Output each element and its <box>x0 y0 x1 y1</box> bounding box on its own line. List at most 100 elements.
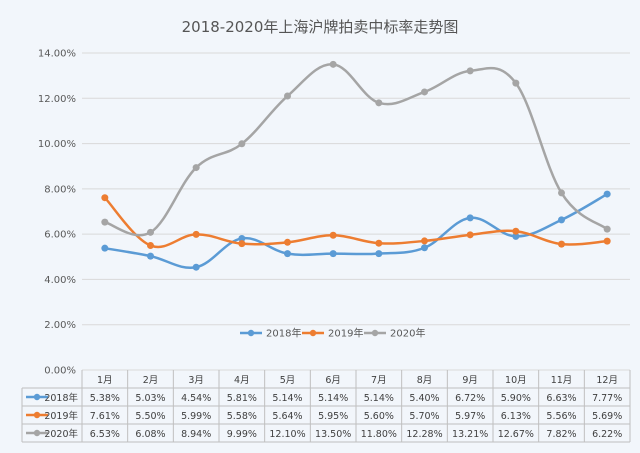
category-label: 10月 <box>505 375 527 386</box>
series-line <box>103 196 609 249</box>
table-series-name: 2018年 <box>44 392 78 404</box>
data-point <box>375 250 383 258</box>
data-point <box>192 164 200 172</box>
table-cell: 9.99% <box>227 429 257 440</box>
category-label: 7月 <box>371 375 387 386</box>
data-point <box>512 232 520 240</box>
table-cell: 5.50% <box>135 411 165 422</box>
data-point <box>238 140 246 148</box>
grid <box>82 52 630 371</box>
table-cell: 12.10% <box>269 429 305 440</box>
table-cell: 6.53% <box>90 429 120 440</box>
table-cell: 6.72% <box>455 393 485 404</box>
table-cell: 6.13% <box>501 411 531 422</box>
table-series-marker <box>33 429 41 437</box>
table-cell: 5.38% <box>90 393 120 404</box>
data-point <box>147 228 154 236</box>
y-tick-label: 14.00% <box>38 49 76 60</box>
table-cell: 5.95% <box>318 411 348 422</box>
y-tick-label: 6.00% <box>44 230 76 241</box>
data-point <box>147 241 154 249</box>
data-point <box>192 230 200 238</box>
legend-label: 2019年 <box>328 327 363 340</box>
data-point <box>421 88 428 96</box>
data-point <box>603 225 611 233</box>
legend-label: 2020年 <box>390 327 425 340</box>
table-cell: 5.40% <box>409 393 439 404</box>
y-tick-label: 2.00% <box>44 320 76 331</box>
data-point <box>329 60 337 68</box>
data-point <box>284 250 291 258</box>
table-cell: 5.90% <box>501 393 531 404</box>
table-cell: 12.28% <box>406 429 442 440</box>
table-cell: 5.97% <box>455 411 485 422</box>
table-cell: 5.64% <box>272 411 302 422</box>
data-point <box>558 240 565 248</box>
table-cell: 5.99% <box>181 411 211 422</box>
y-axis-labels: 0.00% 2.00% 4.00% 6.00% 8.00% 10.00% 12.00% 14.… <box>38 49 76 377</box>
data-point <box>192 263 200 271</box>
table-cell: 5.60% <box>364 411 394 422</box>
table-cell: 4.54% <box>181 393 211 404</box>
table-series-marker <box>33 411 41 419</box>
table-cell: 7.77% <box>592 393 622 404</box>
table-cell: 6.22% <box>592 429 622 440</box>
data-point <box>603 190 611 198</box>
legend-marker <box>247 329 255 337</box>
category-label: 5月 <box>280 375 296 386</box>
data-point <box>421 244 428 252</box>
legend-label: 2018年 <box>266 327 301 340</box>
data-point <box>329 231 337 239</box>
data-point <box>558 189 565 197</box>
table-series-marker <box>33 393 41 401</box>
series-line <box>103 63 609 237</box>
category-label: 2月 <box>143 375 159 386</box>
table-cell: 5.14% <box>364 393 394 404</box>
category-label: 3月 <box>188 375 204 386</box>
table-cell: 5.70% <box>409 411 439 422</box>
data-point <box>284 92 291 100</box>
data-table: 1月 2月 3月 4月 5月 6月 7月 8月 9月 10月 11月 12月 2018年 5.38% 5.0… <box>21 370 631 443</box>
table-cell: 5.58% <box>227 411 257 422</box>
table-cell: 13.50% <box>315 429 351 440</box>
legend: 2018年 2019年 2020年 <box>240 327 425 340</box>
category-label: 8月 <box>417 375 433 386</box>
table-cell: 13.21% <box>452 429 488 440</box>
y-tick-label: 8.00% <box>44 184 76 195</box>
data-point <box>238 234 246 242</box>
y-tick-label: 12.00% <box>38 94 76 105</box>
data-point <box>466 214 474 222</box>
table-cell: 7.82% <box>546 429 576 440</box>
category-label: 11月 <box>551 375 573 386</box>
table-cell: 6.63% <box>546 393 576 404</box>
table-cell: 12.67% <box>498 429 534 440</box>
y-tick-label: 0.00% <box>44 366 76 377</box>
table-cell: 5.14% <box>318 393 348 404</box>
data-point <box>512 227 520 235</box>
series-line <box>103 192 609 270</box>
data-point <box>101 194 109 202</box>
table-cell: 5.81% <box>227 393 257 404</box>
category-label: 1月 <box>97 375 113 386</box>
data-point <box>466 231 474 239</box>
data-point <box>375 239 383 247</box>
table-cell: 5.69% <box>592 411 622 422</box>
data-point <box>329 250 337 258</box>
data-point <box>421 237 428 245</box>
table-cell: 7.61% <box>90 411 120 422</box>
table-cell: 6.08% <box>135 429 165 440</box>
data-point <box>101 244 109 252</box>
legend-marker <box>371 329 379 337</box>
table-cell: 5.56% <box>546 411 576 422</box>
table-series-name: 2019年 <box>44 410 78 422</box>
data-point <box>238 240 246 248</box>
category-label: 6月 <box>325 375 341 386</box>
chart-title: 2018-2020年上海沪牌拍卖中标率走势图 <box>182 18 459 36</box>
category-label: 9月 <box>462 375 478 386</box>
table-cell: 11.80% <box>361 429 397 440</box>
plot-area <box>101 60 611 271</box>
data-point <box>375 99 383 107</box>
table-cell: 8.94% <box>181 429 211 440</box>
data-point <box>512 79 520 87</box>
